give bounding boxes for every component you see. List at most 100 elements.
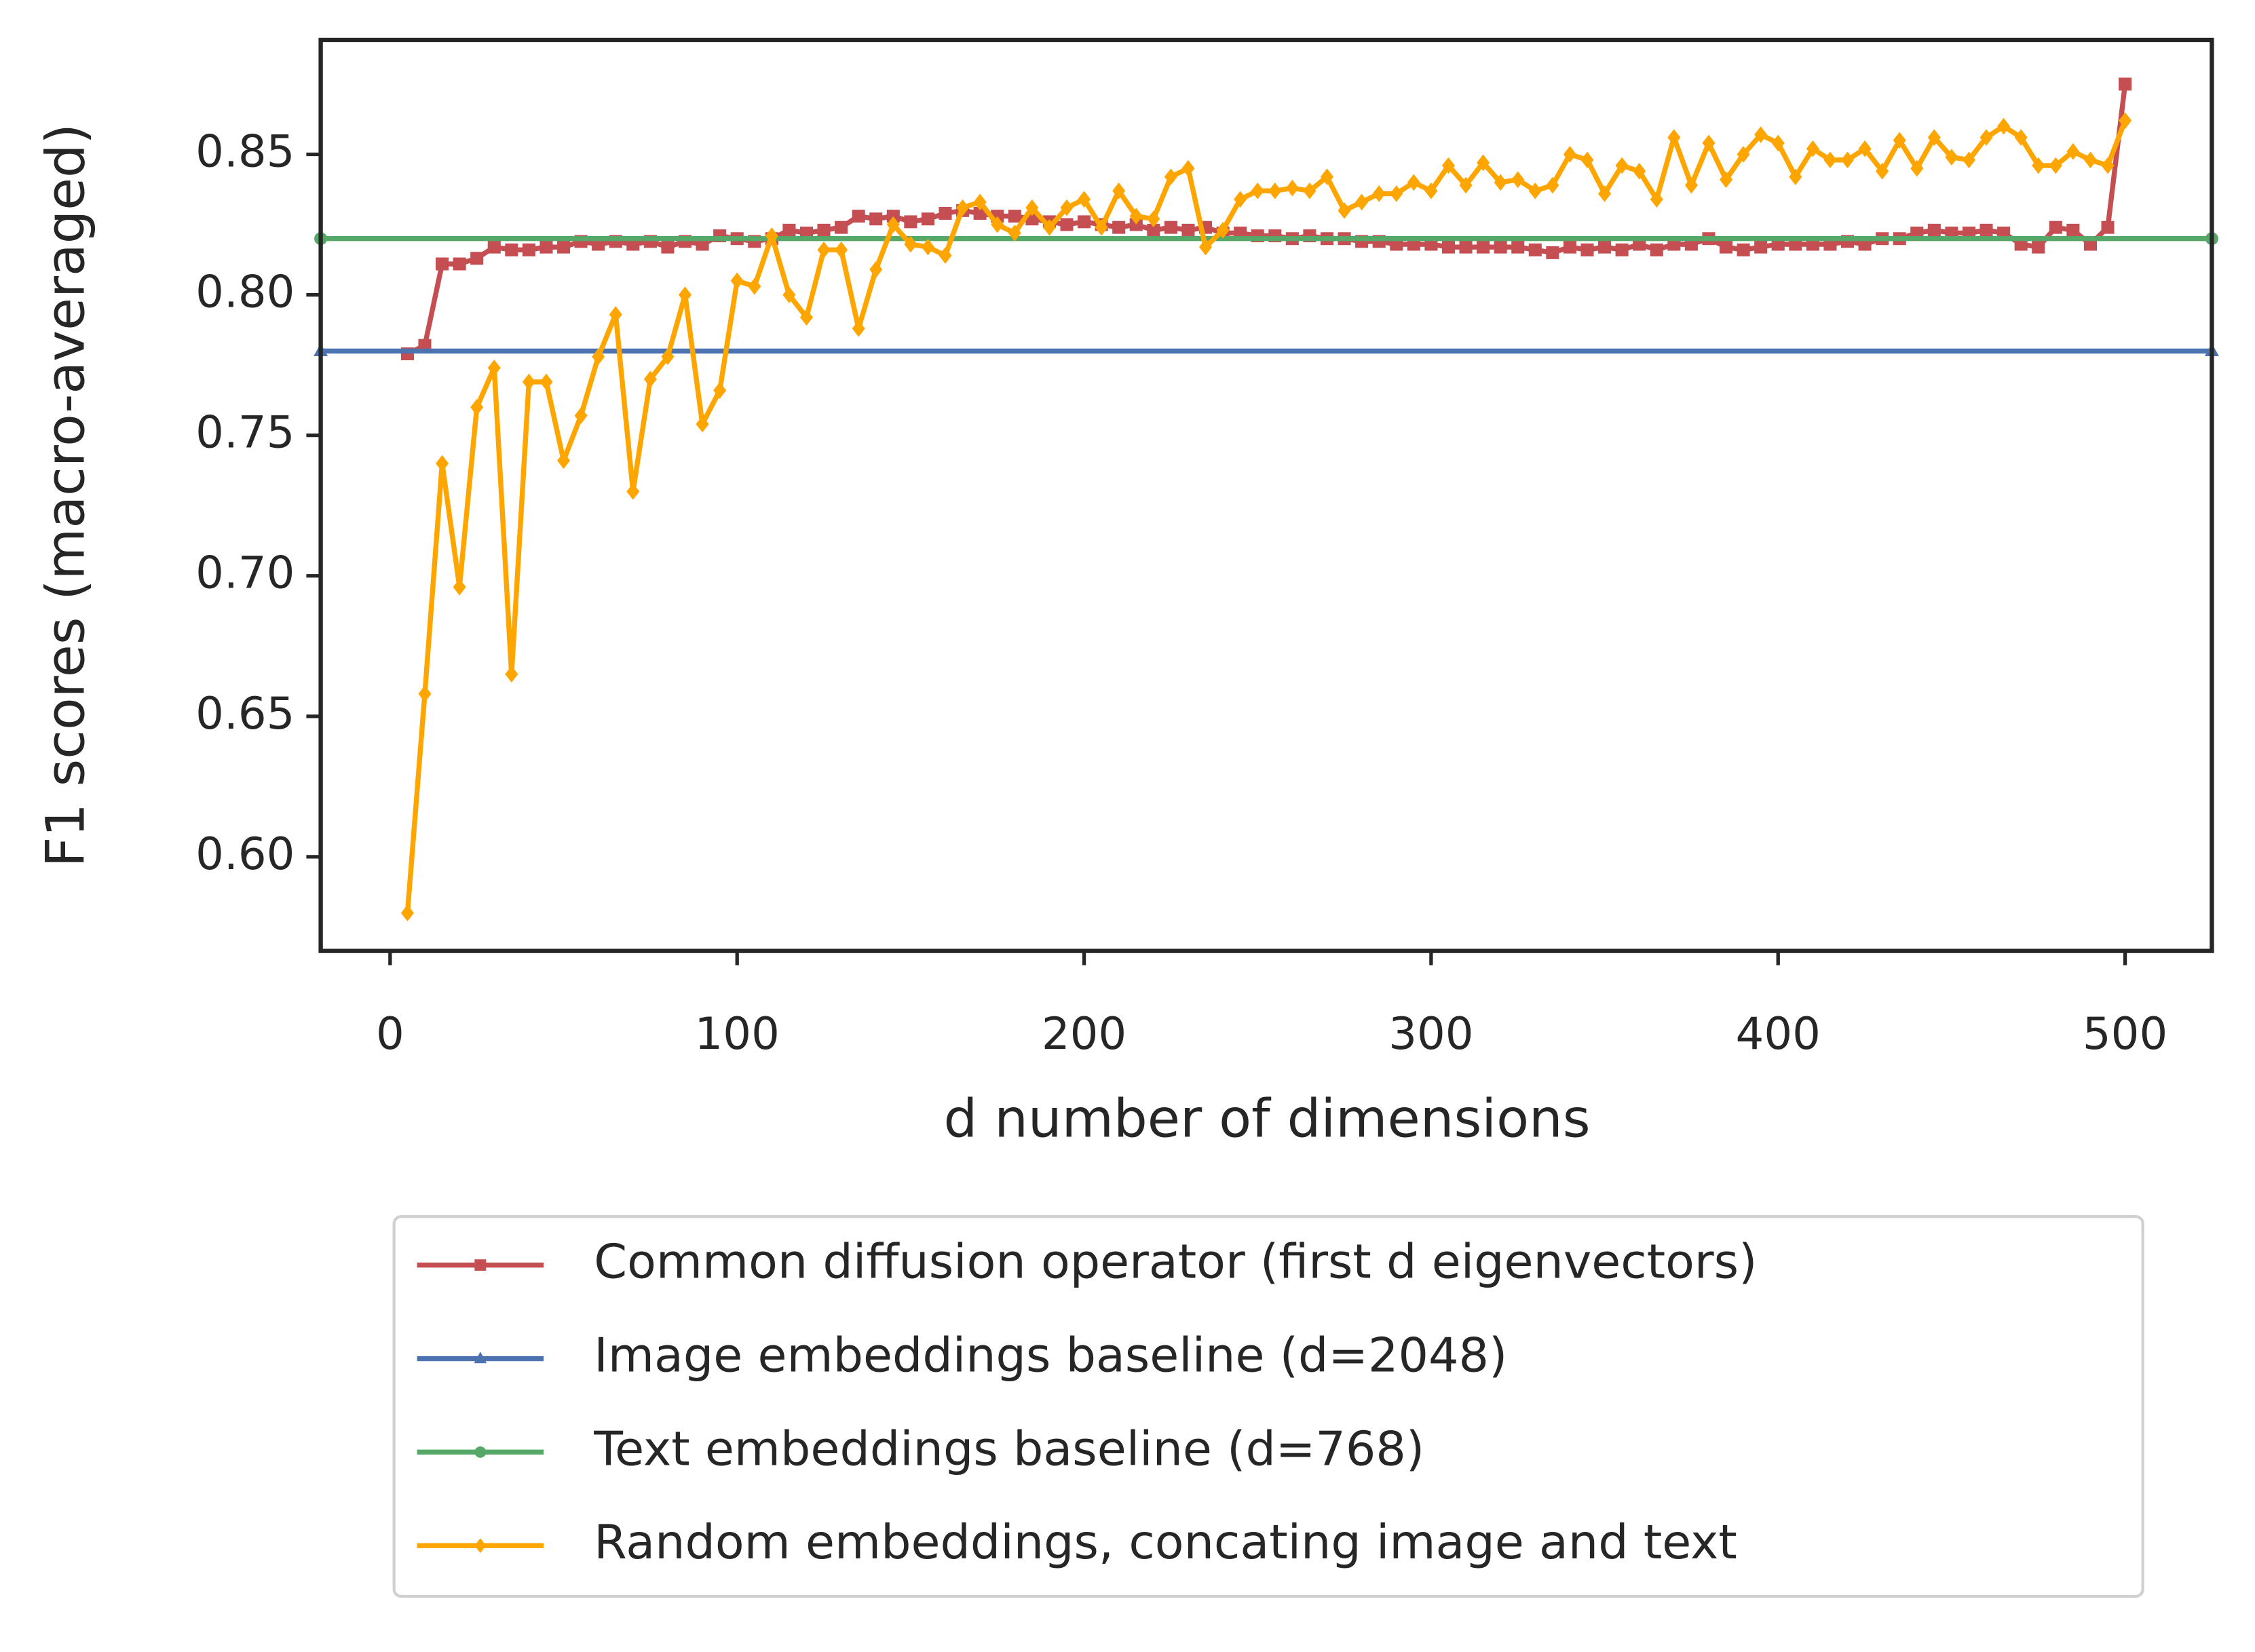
marker (470, 252, 484, 265)
marker (730, 272, 744, 290)
marker (505, 666, 518, 683)
marker (1806, 140, 1819, 157)
marker (1823, 151, 1837, 169)
marker (1754, 240, 1768, 254)
legend-label: Common diffusion operator (first d eigen… (594, 1235, 1757, 1290)
marker (1893, 132, 1906, 149)
plot-frame (318, 37, 2214, 953)
marker (1876, 163, 1889, 180)
marker (1910, 159, 1924, 177)
marker (1684, 176, 1698, 194)
x-tick-label: 0 (376, 1008, 404, 1060)
legend-label: Image embeddings baseline (d=2048) (594, 1328, 1507, 1383)
marker (1129, 218, 1143, 231)
marker (799, 309, 814, 326)
marker (939, 247, 952, 264)
x-tick-label: 200 (1042, 1008, 1126, 1060)
marker (609, 306, 622, 323)
marker (1702, 134, 1716, 152)
marker (2014, 129, 2028, 146)
marker (1147, 223, 1160, 237)
marker (453, 578, 466, 596)
marker (574, 407, 588, 424)
marker (1979, 223, 1993, 237)
legend-marker (474, 1351, 487, 1364)
y-tick-label: 0.75 (195, 407, 295, 459)
marker (2032, 240, 2045, 254)
marker (1320, 168, 1334, 185)
marker (2083, 151, 2097, 169)
marker (1927, 223, 1941, 237)
marker (2119, 112, 2132, 130)
series-line (404, 119, 2128, 914)
legend-label: Text embeddings baseline (d=768) (593, 1422, 1424, 1477)
legend-label: Random embeddings, concating image and t… (594, 1515, 1737, 1570)
series-line (406, 83, 2128, 356)
marker (453, 257, 466, 271)
marker (661, 240, 675, 254)
x-tick-label: 500 (2083, 1008, 2167, 1060)
marker (1667, 129, 1681, 146)
marker (556, 452, 571, 469)
marker (1060, 218, 1074, 231)
marker (869, 261, 883, 278)
marker (1962, 151, 1976, 169)
marker (2049, 220, 2062, 234)
y-tick-label: 0.60 (195, 828, 295, 880)
marker (1650, 243, 1663, 256)
marker (2032, 157, 2045, 174)
marker (1546, 246, 1559, 259)
marker (1112, 220, 1126, 234)
marker (1720, 240, 1733, 254)
marker (522, 243, 535, 256)
marker (436, 257, 449, 271)
marker (556, 240, 571, 254)
marker (539, 240, 553, 254)
marker (1737, 146, 1750, 163)
marker (400, 904, 414, 922)
marker (939, 206, 952, 220)
y-tick-label: 0.70 (195, 548, 295, 599)
x-tick-label: 100 (695, 1008, 780, 1060)
legend-marker (474, 1538, 487, 1554)
y-tick-label: 0.85 (195, 126, 295, 178)
marker (886, 210, 900, 223)
marker (835, 220, 848, 234)
marker (1615, 243, 1629, 256)
marker (1528, 243, 1542, 256)
y-tick-label: 0.80 (195, 267, 295, 318)
legend-marker (474, 1259, 487, 1271)
marker (626, 483, 640, 500)
marker (2049, 157, 2062, 174)
marker (1441, 240, 1456, 254)
marker (1181, 223, 1195, 237)
marker (869, 212, 883, 226)
marker (1546, 176, 1559, 194)
marker (1216, 222, 1230, 239)
marker (1563, 240, 1576, 254)
marker (2101, 220, 2115, 234)
marker (1042, 218, 1056, 236)
marker (1771, 134, 1785, 152)
y-tick-label: 0.65 (195, 688, 295, 739)
marker (1008, 210, 1021, 223)
y-axis-label: F1 scores (macro-averaged) (35, 123, 96, 867)
marker (1181, 159, 1195, 177)
marker (2119, 77, 2132, 91)
marker (782, 223, 796, 237)
legend-marker (474, 1446, 487, 1458)
marker (1164, 220, 1177, 234)
marker (1563, 146, 1576, 163)
marker (1945, 149, 1958, 166)
marker (1008, 225, 1021, 242)
marker (1477, 240, 1490, 254)
marker (1407, 174, 1420, 191)
marker (765, 227, 778, 244)
marker (1737, 243, 1750, 256)
marker (904, 215, 917, 229)
marker (1615, 157, 1629, 174)
marker (817, 223, 831, 237)
marker (1459, 240, 1473, 254)
